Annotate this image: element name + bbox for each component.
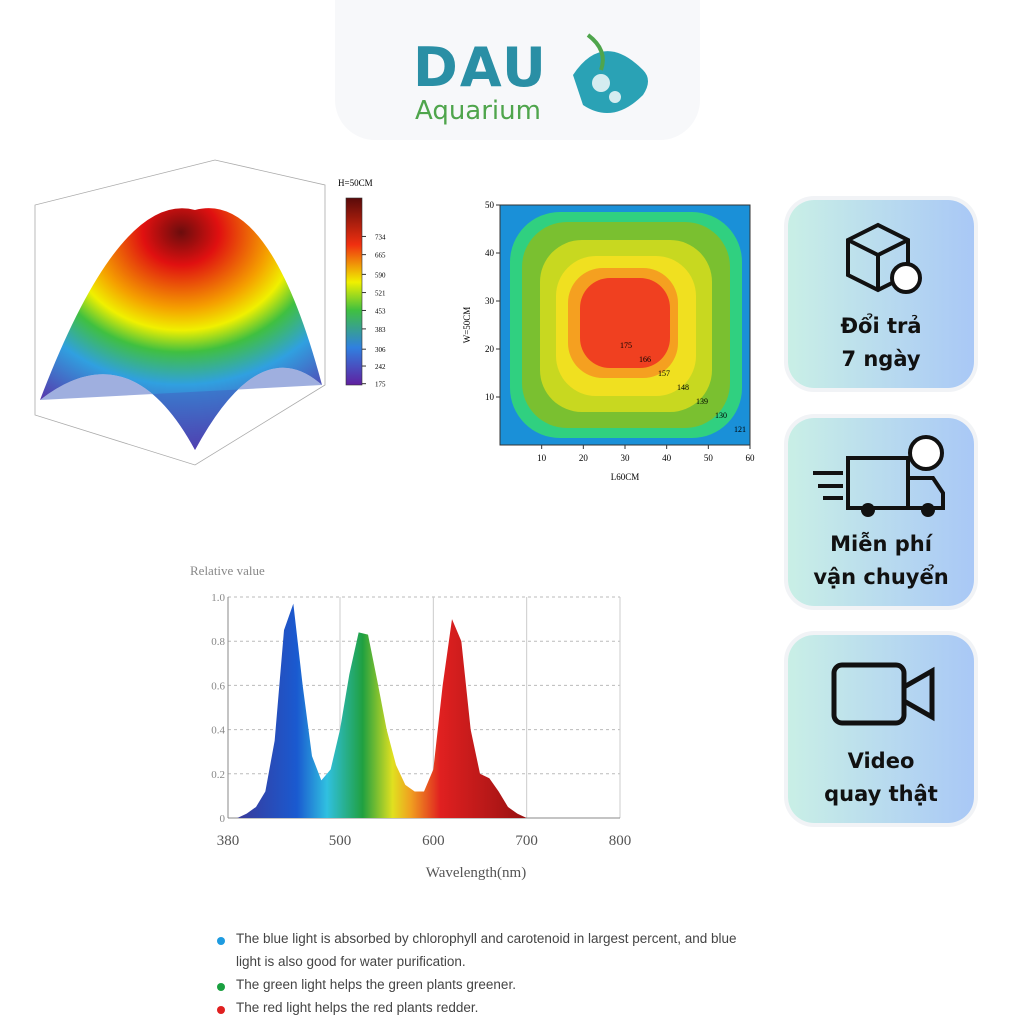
bullet [217,1006,225,1014]
y-axis-label: W=50CM [462,307,472,344]
contour-label: 121 [734,425,746,434]
y-tick-label: 10 [485,392,495,402]
logo-fish [573,33,648,113]
bullet [217,937,225,945]
note: The blue light is absorbed by chlorophyl… [236,931,737,969]
badge-line: Miễn phí [830,532,932,556]
y-tick-label: 0.8 [211,636,225,648]
truck-icon [813,435,945,517]
x-tick-label: 600 [422,833,445,849]
x-tick-label: 380 [217,833,240,849]
contour-label: 130 [715,411,727,420]
x-tick-label: 500 [329,833,352,849]
badge: Đổi trả 7 ngày [788,200,974,388]
y-tick-label: 1.0 [211,592,225,604]
x-tick-label: 20 [579,453,589,463]
badge-line: Video [847,749,915,773]
badge-line: 7 ngày [841,347,921,371]
contour-plot [499,204,751,446]
contour-label: 166 [639,355,651,364]
video-icon [831,662,935,726]
colorbar-tick-label: 453 [375,307,386,315]
contour-label: 148 [677,383,689,392]
colorbar-tick-label: 521 [375,290,386,298]
x-tick-label: 10 [537,453,547,463]
charts: H=50CM 175 242 306 383 453 521 590 665 734 10 20 30 4… [34,159,756,881]
spectrum-area [237,603,537,818]
badge-line: Đổi trả [840,314,922,338]
logo-panel: DAU Aquarium [335,0,700,140]
y-tick-label: 0.4 [211,725,225,737]
x-tick-label: 40 [662,453,672,463]
x-tick-label: 30 [621,453,631,463]
colorbar-tick-label: 383 [375,326,386,334]
badge: Miễn phí vận chuyển [788,418,974,606]
colorbar-tick-label: 665 [375,252,386,260]
y-tick-label: 20 [485,344,495,354]
x-tick-label: 800 [609,833,632,849]
x-tick-label: 50 [704,453,714,463]
contour-label: 139 [696,397,708,406]
x-tick-label: 700 [515,833,538,849]
contour-label: 157 [658,369,670,378]
contour-label: 175 [620,341,632,350]
note: The red light helps the red plants redde… [236,1000,479,1015]
x-tick-label: 60 [746,453,756,463]
colorbar-tick-label: 242 [375,363,386,371]
colorbar-tick-label: 306 [375,346,386,354]
logo-sub: Aquarium [415,96,541,126]
y-tick-label: 0.2 [211,769,225,781]
logo-brand: DAU [413,36,548,99]
y-tick-label: 50 [485,200,495,210]
y-tick-label: 30 [485,296,495,306]
bullet [217,983,225,991]
badge: Video quay thật [788,635,974,823]
surface-plot [34,159,363,466]
badge-line: quay thật [824,782,938,806]
x-axis-label: L60CM [611,472,640,482]
y-tick-label: 0 [220,813,226,825]
x-axis-label: Wavelength(nm) [426,865,526,881]
y-tick-label: 40 [485,248,495,258]
badge-line: vận chuyển [813,565,949,589]
y-tick-label: 0.6 [211,680,225,692]
y-axis-label: Relative value [190,563,265,578]
colorbar-tick-label: 734 [375,233,386,241]
return-icon [846,222,922,294]
colorbar-tick-label: 175 [375,381,386,389]
colorbar-tick-label: 590 [375,271,386,279]
chart-title: H=50CM [338,178,373,188]
note: The green light helps the green plants g… [236,977,516,992]
